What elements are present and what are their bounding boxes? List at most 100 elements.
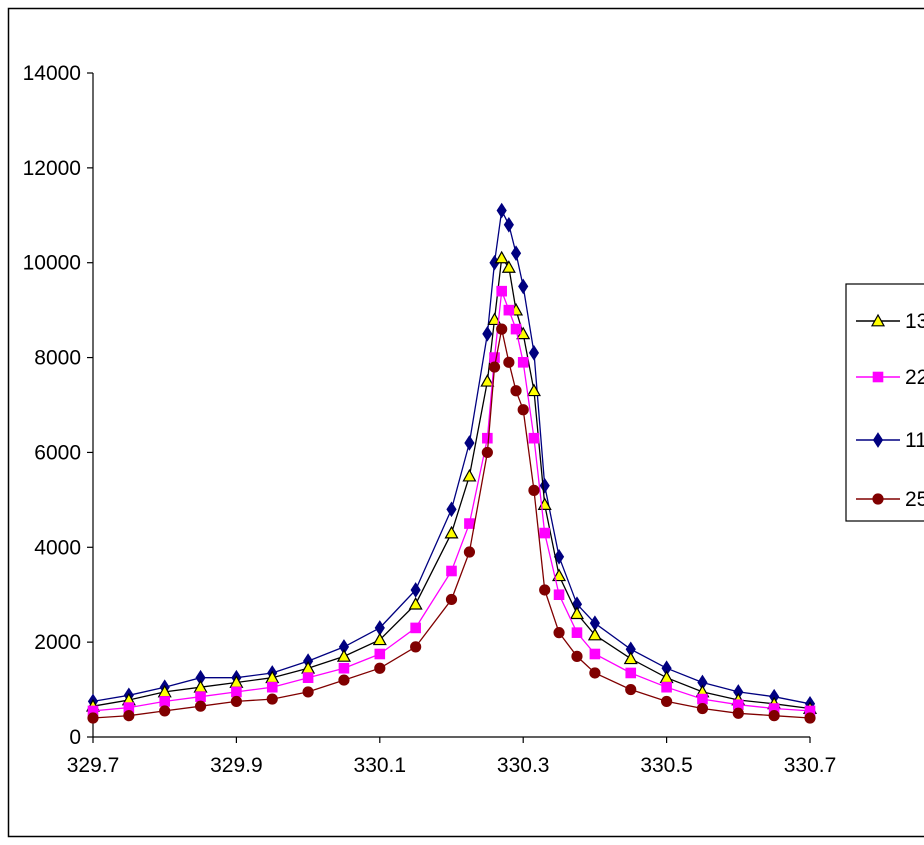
data-point xyxy=(732,707,744,719)
y-tick-label: 4000 xyxy=(34,536,81,559)
data-point xyxy=(510,323,522,335)
data-point xyxy=(159,696,170,707)
data-point xyxy=(539,584,551,596)
data-point xyxy=(571,650,583,662)
data-point xyxy=(444,525,459,539)
data-point xyxy=(123,710,135,722)
legend-marker xyxy=(872,371,884,383)
data-point xyxy=(661,695,673,708)
data-point xyxy=(503,216,514,233)
legend-label: 25 xyxy=(905,488,924,511)
data-point xyxy=(372,632,387,646)
data-point xyxy=(446,565,457,577)
data-point xyxy=(553,627,565,639)
data-point xyxy=(528,432,540,444)
data-point xyxy=(338,662,350,674)
legend-label: 11 xyxy=(905,429,924,452)
data-point xyxy=(410,582,421,598)
data-point xyxy=(464,435,475,451)
data-point xyxy=(696,702,709,715)
data-point xyxy=(374,648,386,660)
data-point xyxy=(159,705,171,717)
legend-marker xyxy=(872,432,884,448)
data-point xyxy=(528,345,540,361)
data-point xyxy=(482,432,493,444)
data-point xyxy=(446,501,457,518)
data-point xyxy=(445,593,458,606)
data-point xyxy=(266,681,278,693)
data-point xyxy=(338,674,350,686)
data-point xyxy=(374,662,386,674)
y-tick-label: 12000 xyxy=(23,157,81,180)
data-point xyxy=(589,648,601,660)
legend-item-11: 11 xyxy=(856,429,924,452)
data-point xyxy=(496,202,507,219)
x-tick-label: 330.7 xyxy=(784,754,837,777)
data-point xyxy=(496,323,508,335)
data-point xyxy=(571,627,583,638)
data-point xyxy=(494,250,509,264)
data-point xyxy=(518,278,529,295)
data-point xyxy=(517,357,529,368)
data-point xyxy=(489,352,500,363)
data-point xyxy=(625,667,637,679)
data-point xyxy=(410,641,422,653)
data-point xyxy=(501,260,516,273)
x-tick-label: 330.1 xyxy=(354,754,407,777)
data-point xyxy=(266,693,278,705)
plot-area: 0 2000 4000 6000 8000 10000 12000 14000 329.7 329… xyxy=(23,62,837,777)
data-point xyxy=(503,356,515,368)
data-point xyxy=(464,518,475,529)
legend-label: 13 xyxy=(905,310,924,333)
legend-item-13: 13 xyxy=(856,310,924,333)
data-point xyxy=(480,374,495,387)
legend-item-22: 22 xyxy=(856,366,924,389)
data-point xyxy=(195,691,206,702)
data-point xyxy=(463,546,476,558)
series-22 xyxy=(87,285,816,717)
data-point xyxy=(539,527,551,539)
y-tick-label: 0 xyxy=(69,726,81,749)
legend-label: 22 xyxy=(905,366,924,389)
data-point xyxy=(623,651,638,665)
data-point xyxy=(553,548,565,565)
data-point xyxy=(410,622,421,634)
data-point xyxy=(336,649,351,662)
data-point xyxy=(625,683,637,696)
data-point xyxy=(87,712,99,724)
x-tick-label: 329.9 xyxy=(210,754,263,777)
data-point xyxy=(768,710,780,722)
data-point xyxy=(481,446,493,459)
series-25 xyxy=(87,323,816,724)
data-point xyxy=(589,667,601,679)
data-point xyxy=(488,361,501,373)
data-point xyxy=(302,672,314,684)
data-point xyxy=(587,627,602,641)
y-tick-label: 10000 xyxy=(23,252,81,275)
data-point xyxy=(408,596,423,610)
data-point xyxy=(804,712,816,724)
x-tick-label: 330.3 xyxy=(497,754,550,777)
legend-box xyxy=(845,283,924,522)
data-point xyxy=(517,404,529,416)
data-point xyxy=(496,285,507,297)
data-point xyxy=(552,568,567,582)
legend-marker xyxy=(872,493,884,505)
data-point xyxy=(230,695,242,708)
data-point xyxy=(194,700,207,712)
x-tick-label: 330.5 xyxy=(640,754,693,777)
data-point xyxy=(231,686,242,698)
legend: 13 22 11 25 xyxy=(845,283,924,522)
data-point xyxy=(553,589,565,601)
data-point xyxy=(482,326,493,342)
data-point xyxy=(697,693,708,705)
data-point xyxy=(528,484,540,496)
legend-marker xyxy=(870,313,886,327)
y-tick-label: 14000 xyxy=(23,62,81,85)
data-point xyxy=(526,383,541,397)
data-point xyxy=(510,385,522,397)
data-point xyxy=(661,681,672,693)
data-point xyxy=(487,312,502,326)
